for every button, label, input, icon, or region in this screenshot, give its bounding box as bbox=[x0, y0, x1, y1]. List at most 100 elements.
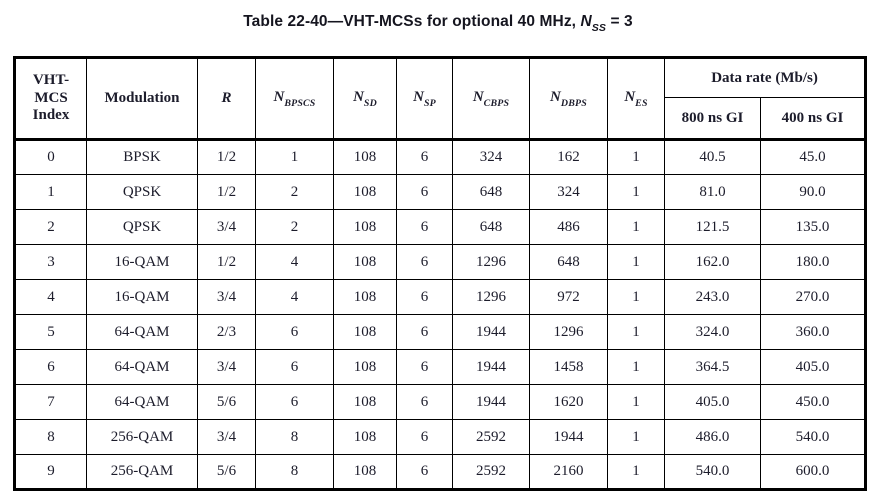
table-title-variable-subscript: SS bbox=[591, 22, 607, 35]
column-header-ndbps: NDBPS bbox=[529, 57, 608, 141]
header-ndbps-symbol: NDBPS bbox=[550, 89, 587, 110]
table-cell: 8 bbox=[255, 419, 334, 456]
table-cell: 108 bbox=[333, 314, 397, 351]
table-cell: 2 bbox=[14, 209, 87, 246]
column-header-400ns-gi: 400 ns GI bbox=[759, 97, 867, 141]
header-index-line3: Index bbox=[32, 107, 70, 124]
table-cell: 1296 bbox=[452, 244, 530, 281]
table-cell: 6 bbox=[255, 349, 334, 386]
table-cell: 1458 bbox=[529, 349, 608, 386]
table-cell: 121.5 bbox=[664, 209, 761, 246]
table-cell: 16-QAM bbox=[86, 244, 198, 281]
table-cell: 6 bbox=[14, 349, 87, 386]
table-cell: 6 bbox=[255, 314, 334, 351]
table-cell: 108 bbox=[333, 209, 397, 246]
table-cell: 108 bbox=[333, 454, 397, 491]
table-cell: 5/6 bbox=[197, 384, 256, 421]
header-r-symbol: R bbox=[221, 90, 232, 107]
table-cell: 45.0 bbox=[759, 138, 867, 176]
table-cell: 540.0 bbox=[759, 419, 867, 456]
table-cell: 486 bbox=[529, 209, 608, 246]
header-nbpscs-symbol: NBPSCS bbox=[273, 89, 316, 110]
table-cell: 2592 bbox=[452, 454, 530, 491]
table-cell: 108 bbox=[333, 349, 397, 386]
column-header-r: R bbox=[197, 57, 256, 141]
table-cell: 600.0 bbox=[759, 454, 867, 491]
table-cell: 3/4 bbox=[197, 419, 256, 456]
header-index-line1: VHT- bbox=[32, 72, 70, 89]
table-title-variable: N bbox=[580, 13, 592, 30]
table-header: VHT- MCS Index Modulation R NBPSCS NSD N… bbox=[14, 57, 867, 141]
table-cell: 135.0 bbox=[759, 209, 867, 246]
table-cell: 1620 bbox=[529, 384, 608, 421]
table-cell: 2160 bbox=[529, 454, 608, 491]
table-cell: 256-QAM bbox=[86, 419, 198, 456]
table-cell: 1 bbox=[607, 174, 665, 211]
table-cell: 3/4 bbox=[197, 349, 256, 386]
table-cell: 1 bbox=[607, 138, 665, 176]
header-ncbps-symbol: NCBPS bbox=[472, 89, 510, 110]
table-cell: 3/4 bbox=[197, 209, 256, 246]
table-cell: 64-QAM bbox=[86, 349, 198, 386]
table-row: 4 16-QAM 3/4 4 108 6 1296 972 1 243.0 270.0 bbox=[14, 279, 867, 316]
table-cell: 108 bbox=[333, 279, 397, 316]
table-cell: 8 bbox=[14, 419, 87, 456]
table-cell: 2/3 bbox=[197, 314, 256, 351]
table-row: 2 QPSK 3/4 2 108 6 648 486 1 121.5 135.0 bbox=[14, 209, 867, 246]
header-nes-symbol: NES bbox=[624, 89, 648, 110]
table-cell: 162.0 bbox=[664, 244, 761, 281]
column-header-vht-mcs-index: VHT- MCS Index bbox=[14, 57, 87, 141]
table-cell: 0 bbox=[14, 138, 87, 176]
table-cell: 486.0 bbox=[664, 419, 761, 456]
table-cell: 1/2 bbox=[197, 138, 256, 176]
table-cell: 3 bbox=[14, 244, 87, 281]
table-cell: 108 bbox=[333, 174, 397, 211]
table-title-text: Table 22-40—VHT-MCSs for optional 40 MHz… bbox=[243, 13, 581, 30]
table-cell: 6 bbox=[396, 384, 453, 421]
table-cell: 6 bbox=[396, 174, 453, 211]
table-cell: 64-QAM bbox=[86, 314, 198, 351]
table-cell: 1944 bbox=[452, 349, 530, 386]
table-cell: 2 bbox=[255, 174, 334, 211]
table-cell: 1944 bbox=[452, 384, 530, 421]
table-title: Table 22-40—VHT-MCSs for optional 40 MHz… bbox=[0, 0, 876, 35]
column-header-800ns-gi: 800 ns GI bbox=[664, 97, 761, 141]
table-cell: 6 bbox=[396, 244, 453, 281]
table-cell: 4 bbox=[14, 279, 87, 316]
table-cell: 5 bbox=[14, 314, 87, 351]
table-cell: 1 bbox=[607, 209, 665, 246]
table-cell: 6 bbox=[255, 384, 334, 421]
header-nsp-symbol: NSP bbox=[413, 89, 436, 110]
table-cell: 16-QAM bbox=[86, 279, 198, 316]
table-cell: 6 bbox=[396, 349, 453, 386]
column-header-data-rate: Data rate (Mb/s) bbox=[663, 57, 867, 99]
header-index-line2: MCS bbox=[34, 89, 68, 106]
table-cell: 1 bbox=[14, 174, 87, 211]
table-cell: 364.5 bbox=[664, 349, 761, 386]
table-cell: 1 bbox=[607, 384, 665, 421]
table-cell: 8 bbox=[255, 454, 334, 491]
header-nsd-symbol: NSD bbox=[353, 89, 377, 110]
table-row: 5 64-QAM 2/3 6 108 6 1944 1296 1 324.0 360.0 bbox=[14, 314, 867, 351]
table-cell: 180.0 bbox=[759, 244, 867, 281]
table-cell: BPSK bbox=[86, 138, 198, 176]
table-cell: 1 bbox=[607, 419, 665, 456]
table-row: 8 256-QAM 3/4 8 108 6 2592 1944 1 486.0 540.0 bbox=[14, 419, 867, 456]
table-cell: 1 bbox=[607, 279, 665, 316]
table-cell: 9 bbox=[14, 454, 87, 491]
table-cell: 243.0 bbox=[664, 279, 761, 316]
table-cell: 1 bbox=[255, 138, 334, 176]
column-header-nsp: NSP bbox=[396, 57, 453, 141]
table-body: 0 BPSK 1/2 1 108 6 324 162 1 40.5 45.0 1 QPSK 1/2 2 108… bbox=[14, 138, 867, 491]
table-cell: 1 bbox=[607, 349, 665, 386]
table-cell: QPSK bbox=[86, 174, 198, 211]
table-cell: 6 bbox=[396, 314, 453, 351]
table-cell: 3/4 bbox=[197, 279, 256, 316]
table-cell: 6 bbox=[396, 419, 453, 456]
table-cell: 324 bbox=[452, 138, 530, 176]
column-header-modulation: Modulation bbox=[86, 57, 198, 141]
table-cell: 6 bbox=[396, 279, 453, 316]
table-row: 0 BPSK 1/2 1 108 6 324 162 1 40.5 45.0 bbox=[14, 138, 867, 176]
vht-mcs-table: VHT- MCS Index Modulation R NBPSCS NSD N… bbox=[13, 56, 868, 492]
